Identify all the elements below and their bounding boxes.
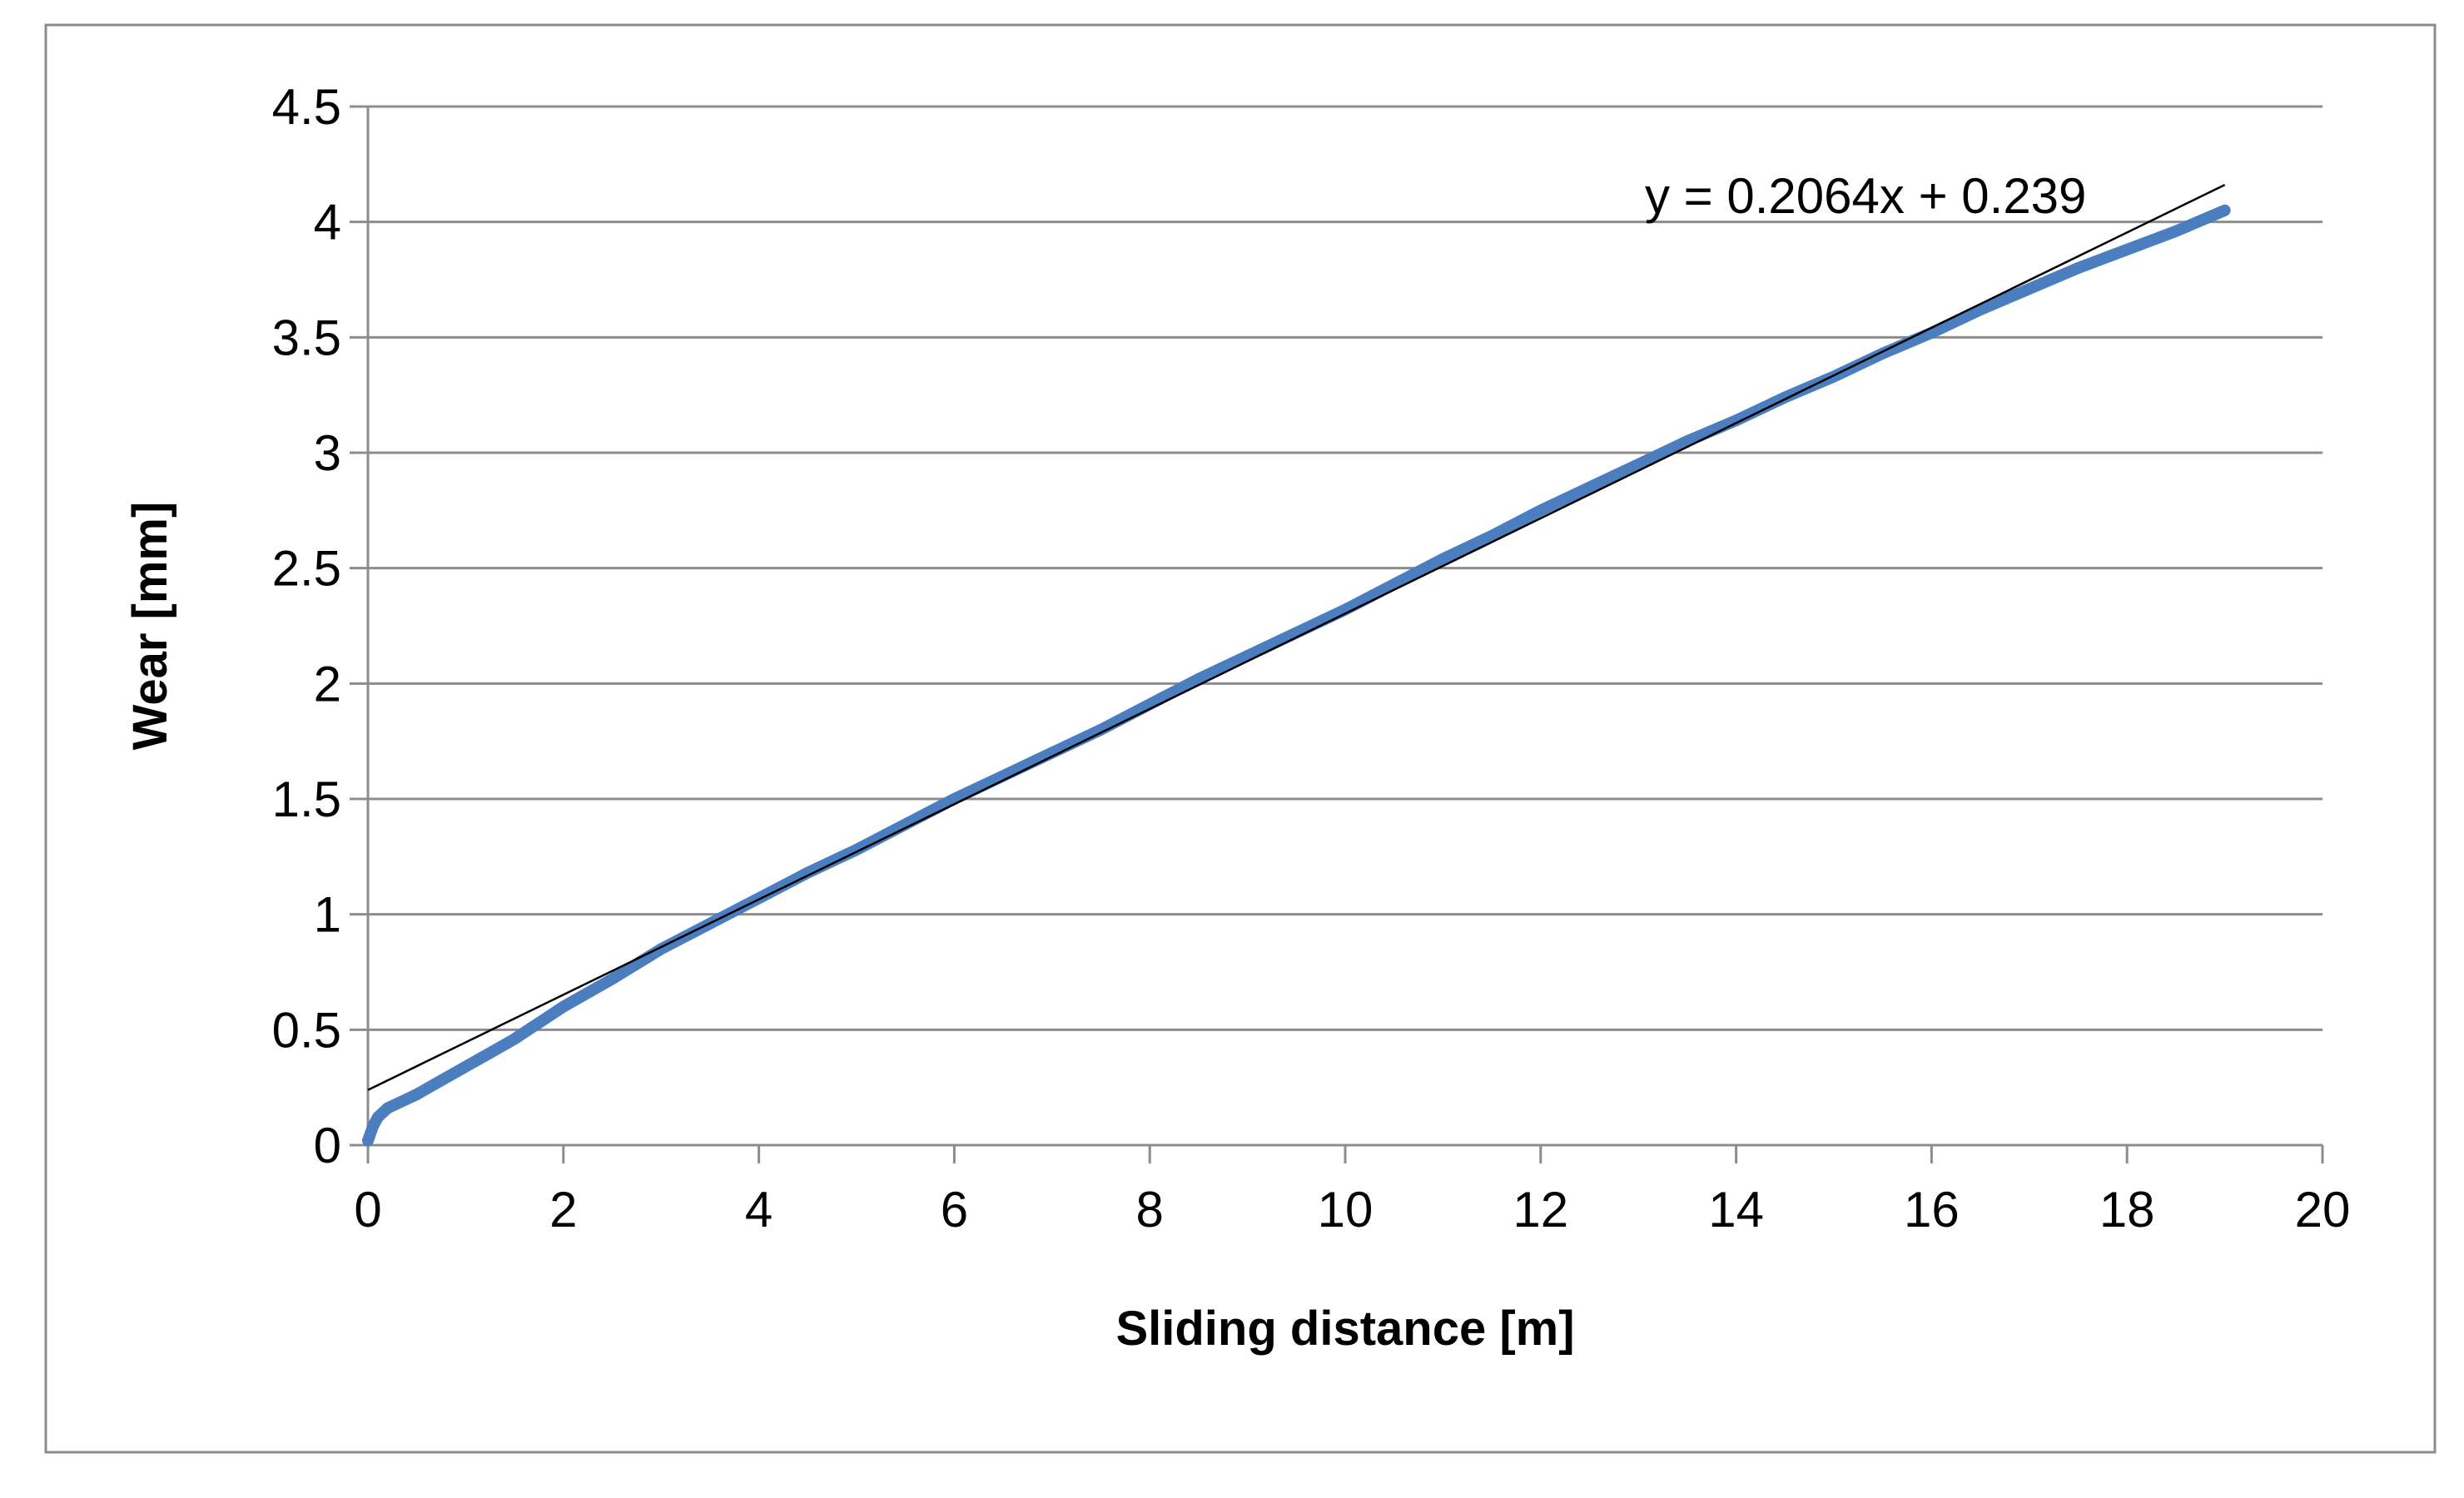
x-tick-label: 10 bbox=[1318, 1182, 1374, 1238]
data-point bbox=[1487, 530, 1498, 541]
data-point bbox=[2219, 205, 2230, 216]
data-point bbox=[1926, 327, 1937, 338]
chart-area-border bbox=[44, 23, 2437, 1454]
tick-labels: 0 0.5 1 1.5 2 2.5 3 3.5 4 4.5 0 2 4 6 8 10 12 14 16 18 20 bbox=[272, 79, 2351, 1238]
data-point bbox=[411, 1089, 422, 1099]
data-point bbox=[484, 1048, 495, 1059]
data-point bbox=[2122, 244, 2133, 255]
data-point bbox=[436, 1075, 447, 1086]
y-tick-label: 0.5 bbox=[272, 1002, 341, 1058]
data-point bbox=[1682, 436, 1692, 447]
data-point bbox=[460, 1061, 471, 1072]
x-tick-label: 12 bbox=[1513, 1182, 1568, 1238]
y-tick-label: 4.5 bbox=[272, 79, 341, 135]
data-point bbox=[2170, 226, 2181, 236]
data-point bbox=[363, 1135, 373, 1146]
y-tick-label: 2.5 bbox=[272, 541, 341, 597]
axes bbox=[350, 105, 2324, 1163]
data-point bbox=[1975, 305, 1986, 315]
y-tick-label: 3.5 bbox=[272, 310, 341, 365]
x-tick-label: 4 bbox=[745, 1182, 772, 1238]
data-point bbox=[558, 1001, 569, 1012]
x-tick-label: 8 bbox=[1136, 1182, 1164, 1238]
x-tick-label: 6 bbox=[941, 1182, 968, 1238]
data-point bbox=[2024, 284, 2034, 295]
data-point bbox=[367, 1121, 378, 1132]
y-axis-title: Wear [mm] bbox=[123, 502, 177, 751]
data-point bbox=[372, 1112, 383, 1123]
data-point bbox=[1242, 651, 1253, 662]
data-point bbox=[1388, 579, 1399, 590]
y-tick-label: 1.5 bbox=[272, 771, 341, 827]
data-point bbox=[607, 974, 618, 985]
data-point bbox=[1535, 505, 1546, 516]
x-tick-label: 0 bbox=[354, 1182, 381, 1238]
data-point bbox=[509, 1034, 520, 1044]
data-point bbox=[1584, 482, 1595, 493]
data-point bbox=[2073, 263, 2084, 274]
x-tick-label: 2 bbox=[549, 1182, 577, 1238]
data-point bbox=[1193, 673, 1204, 684]
trendline-layer bbox=[367, 184, 2226, 1091]
y-tick-label: 1 bbox=[314, 887, 341, 943]
y-tick-label: 4 bbox=[314, 195, 341, 250]
trendline bbox=[367, 184, 2226, 1091]
x-tick-label: 16 bbox=[1904, 1182, 1960, 1238]
data-point bbox=[392, 1099, 403, 1109]
x-tick-label: 20 bbox=[2295, 1182, 2351, 1238]
x-tick-label: 18 bbox=[2099, 1182, 2155, 1238]
y-tick-label: 3 bbox=[314, 425, 341, 481]
x-axis-title: Sliding distance [m] bbox=[1115, 1302, 1574, 1356]
y-tick-label: 0 bbox=[314, 1118, 341, 1173]
data-point bbox=[1438, 553, 1448, 564]
data-point bbox=[382, 1103, 393, 1114]
data-point bbox=[1633, 459, 1644, 469]
x-tick-label: 14 bbox=[1708, 1182, 1764, 1238]
y-tick-label: 2 bbox=[314, 656, 341, 712]
trendline-equation-label: y = 0.2064x + 0.239 bbox=[1645, 168, 2086, 224]
gridlines bbox=[368, 105, 2322, 1031]
data-point bbox=[949, 794, 960, 804]
